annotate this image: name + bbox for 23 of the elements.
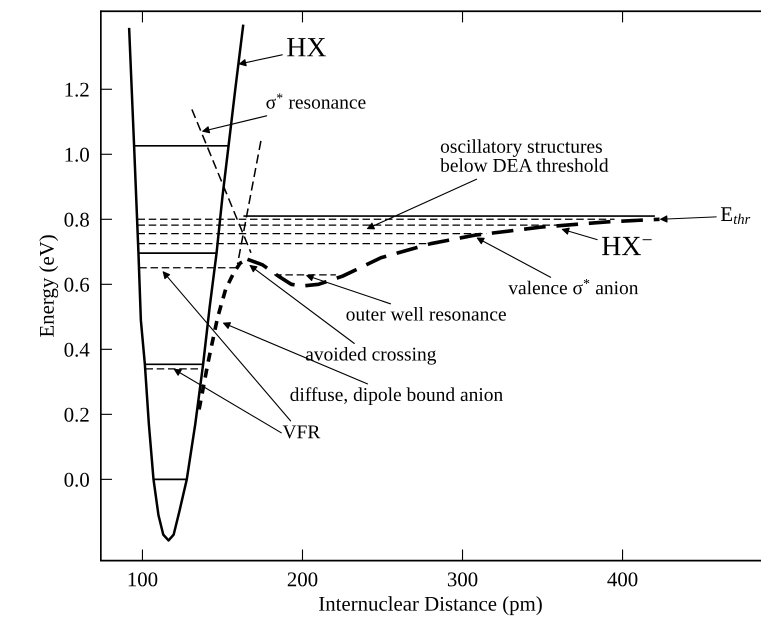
annotation: E$_{thr}$ [720, 207, 750, 224]
annotation: diffuse, dipole bound anion [290, 387, 503, 406]
x-tick-label: 100 [128, 572, 158, 586]
annotation: valence σ$^{*}$ anion [508, 279, 638, 294]
x-axis-title: Internuclear Distance (pm) [319, 596, 542, 616]
y-tick-label: 0.6 [64, 278, 90, 292]
y-tick-label: 1.2 [66, 82, 89, 97]
annotation: HX [287, 38, 326, 56]
x-tick-label: 300 [448, 572, 478, 586]
y-tick-label: 0.8 [64, 212, 89, 227]
y-tick-label: 0.0 [64, 472, 89, 487]
x-tick-label: 200 [288, 572, 318, 586]
annotation: oscillatory structures below DEA threshold [440, 139, 608, 172]
y-tick-label: 0.2 [64, 408, 89, 422]
annotation: avoided crossing [306, 346, 436, 365]
annotation: HX$^{−}$ [602, 236, 652, 256]
x-tick-label: 400 [607, 572, 638, 586]
annotation: VFR [282, 425, 320, 438]
y-tick-label: 0.4 [64, 342, 90, 357]
annotation: outer well resonance [346, 307, 506, 321]
y-axis-title: Energy (eV) [39, 235, 58, 337]
annotation: σ$^{*}$ resonance [266, 93, 366, 109]
y-tick-label: 1.0 [66, 148, 89, 162]
